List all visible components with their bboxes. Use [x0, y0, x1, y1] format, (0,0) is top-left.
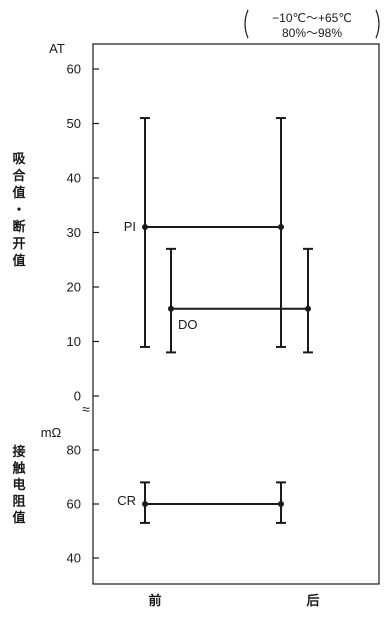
series-label: CR	[117, 493, 136, 508]
data-point	[278, 501, 284, 507]
lower-axis-title-char: 值	[12, 510, 25, 525]
series-label: PI	[124, 219, 136, 234]
upper-y-tick-label: 20	[67, 280, 81, 295]
upper-y-tick-label: 40	[67, 171, 81, 186]
lower-y-tick-label: 40	[67, 551, 81, 566]
upper-axis-title-char: 值	[12, 253, 25, 268]
lower-axis-title-char: 电	[12, 477, 25, 492]
axis-break-mark: ≈	[82, 401, 90, 417]
upper-y-tick-label: 60	[67, 62, 81, 77]
upper-axis-title-char: 值	[12, 185, 25, 200]
x-category-label: 前	[148, 593, 161, 608]
upper-axis-title-char: 合	[12, 168, 26, 183]
lower-axis-title-char: 触	[11, 461, 25, 476]
condition-bracket-left	[244, 9, 249, 39]
upper-axis-title-char: 吸	[12, 151, 26, 166]
axis-ticks: 0 10 20 30 40 50 60 40 60 80	[67, 62, 99, 566]
data-point	[278, 224, 284, 231]
lower-y-tick-label: 80	[67, 443, 81, 458]
x-category-label: 后	[306, 593, 319, 608]
data-point	[142, 224, 148, 231]
condition-humidity: 80%〜98%	[282, 26, 342, 40]
lower-unit-label: mΩ	[41, 425, 62, 440]
upper-y-tick-label: 30	[67, 225, 81, 240]
upper-axis-title-char: ・	[12, 202, 25, 217]
series-label: DO	[178, 317, 198, 332]
plot-frame	[92, 43, 380, 585]
data-point	[142, 501, 148, 507]
condition-temperature: −10℃〜+65℃	[272, 11, 352, 25]
upper-axis-title-char: 断	[12, 219, 25, 234]
upper-unit-label: AT	[49, 41, 65, 56]
upper-y-tick-label: 0	[74, 389, 81, 404]
data-point	[168, 305, 174, 312]
data-point	[305, 305, 311, 312]
lower-axis-title-char: 接	[12, 444, 25, 459]
condition-bracket-right	[375, 9, 380, 39]
data-marks: PI DO CR	[117, 117, 313, 524]
upper-axis-title: 吸合值・断开值	[12, 151, 26, 268]
x-axis-labels: 前后	[148, 593, 319, 608]
lower-y-tick-label: 60	[67, 497, 81, 512]
upper-axis-title-char: 开	[12, 236, 25, 251]
upper-y-tick-label: 50	[67, 116, 81, 131]
upper-y-tick-label: 10	[67, 334, 81, 349]
lower-axis-title-char: 阻	[12, 494, 25, 509]
